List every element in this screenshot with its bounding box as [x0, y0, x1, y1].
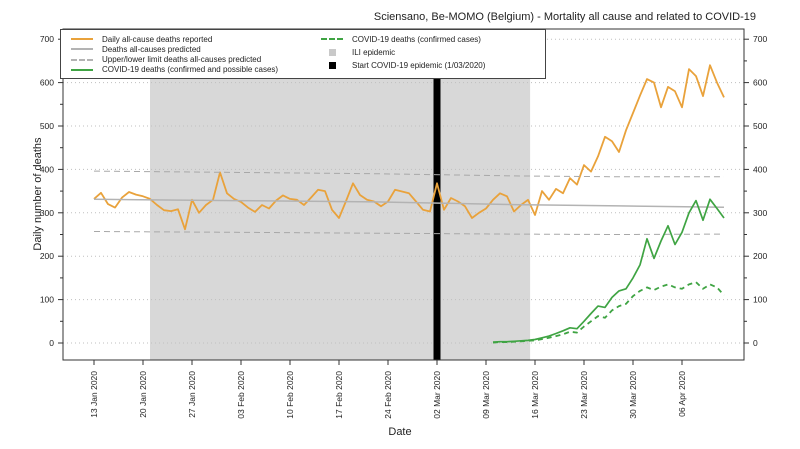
swatch-dashed-line: [71, 58, 93, 61]
y-tick-label-left: 700: [40, 34, 54, 44]
y-tick-label-left: 0: [49, 338, 54, 348]
legend-item-label: COVID-19 deaths (confirmed and possible …: [102, 65, 279, 75]
y-tick-label-left: 400: [40, 164, 54, 174]
y-axis-label: Daily number of deaths: [32, 137, 44, 251]
series-deaths-all-causes-predicted: [93, 198, 725, 208]
swatch-square: [328, 48, 336, 56]
swatch-line: [71, 68, 93, 71]
legend-line-swatch: [69, 48, 95, 51]
legend-item-label: Daily all-cause deaths reported: [102, 34, 213, 44]
y-tick-label-left: 200: [40, 251, 54, 261]
x-tick-label: 02 Mar 2020: [432, 371, 442, 419]
x-tick-label: 09 Mar 2020: [481, 371, 491, 419]
series-covid-19-deaths-confirmed-cases-: [492, 281, 725, 344]
swatch-square: [328, 61, 336, 69]
legend-square-swatch: [319, 61, 345, 69]
legend-item: COVID-19 deaths (confirmed cases): [319, 34, 545, 44]
x-tick-label: 24 Feb 2020: [383, 371, 393, 419]
x-tick-label: 10 Feb 2020: [285, 371, 295, 419]
y-tick-label-right: 200: [753, 251, 767, 261]
x-tick-label: 16 Mar 2020: [530, 371, 540, 419]
ili-epidemic-region: [150, 29, 531, 360]
legend-item: Deaths all-causes predicted: [69, 44, 319, 54]
legend-item: COVID-19 deaths (confirmed and possible …: [69, 65, 319, 75]
legend-item: Daily all-cause deaths reported: [69, 34, 319, 44]
y-tick-label-right: 400: [753, 164, 767, 174]
y-tick-label-right: 100: [753, 295, 767, 305]
y-tick-label-right: 600: [753, 78, 767, 88]
legend-item-label: Start COVID-19 epidemic (1/03/2020): [352, 60, 486, 70]
legend-item-label: Upper/lower limit deaths all-causes pred…: [102, 55, 262, 65]
swatch-line: [71, 48, 93, 51]
legend-item-label: COVID-19 deaths (confirmed cases): [352, 34, 481, 44]
chart-legend: Daily all-cause deaths reported Deaths al…: [60, 29, 546, 79]
x-tick-label: 13 Jan 2020: [89, 371, 99, 418]
legend-item: Upper/lower limit deaths all-causes pred…: [69, 55, 319, 65]
x-tick-label: 23 Mar 2020: [579, 371, 589, 419]
y-tick-label-right: 300: [753, 208, 767, 218]
legend-line-swatch: [69, 38, 95, 41]
legend-line-swatch: [319, 38, 345, 40]
x-tick-label: 03 Feb 2020: [236, 371, 246, 419]
legend-item-label: ILI epidemic: [352, 47, 396, 57]
y-tick-label-left: 100: [40, 295, 54, 305]
y-tick-label-left: 500: [40, 121, 54, 131]
series-daily-all-cause-deaths-reported: [93, 64, 725, 231]
legend-item-label: Deaths all-causes predicted: [102, 44, 201, 54]
x-tick-label: 27 Jan 2020: [187, 371, 197, 418]
start-covid-epidemic-bar: [433, 29, 441, 360]
legend-line-swatch: [69, 58, 95, 61]
series-upper-limit-deaths-all-causes-predicted: [93, 170, 724, 178]
x-tick-label: 30 Mar 2020: [628, 371, 638, 419]
chart-title: Sciensano, Be-MOMO (Belgium) - Mortality…: [373, 11, 756, 23]
y-tick-label-right: 700: [753, 34, 767, 44]
legend-line-swatch: [69, 68, 95, 71]
y-tick-label-right: 500: [753, 121, 767, 131]
x-axis-label: Date: [388, 426, 412, 438]
series-lower-limit-deaths-all-causes-predicted: [93, 231, 725, 235]
swatch-dashed-line: [321, 38, 343, 40]
y-tick-label-left: 300: [40, 208, 54, 218]
x-tick-label: 20 Jan 2020: [138, 371, 148, 418]
legend-column: Daily all-cause deaths reported Deaths al…: [69, 34, 319, 75]
y-tick-label-right: 0: [753, 338, 758, 348]
x-tick-label: 17 Feb 2020: [334, 371, 344, 419]
swatch-line: [71, 38, 93, 41]
legend-column: COVID-19 deaths (confirmed cases) ILI epi…: [319, 34, 545, 75]
legend-square-swatch: [319, 48, 345, 56]
legend-item: ILI epidemic: [319, 47, 545, 57]
y-tick-label-left: 600: [40, 78, 54, 88]
legend-item: Start COVID-19 epidemic (1/03/2020): [319, 60, 545, 70]
x-tick-label: 06 Apr 2020: [677, 371, 687, 417]
